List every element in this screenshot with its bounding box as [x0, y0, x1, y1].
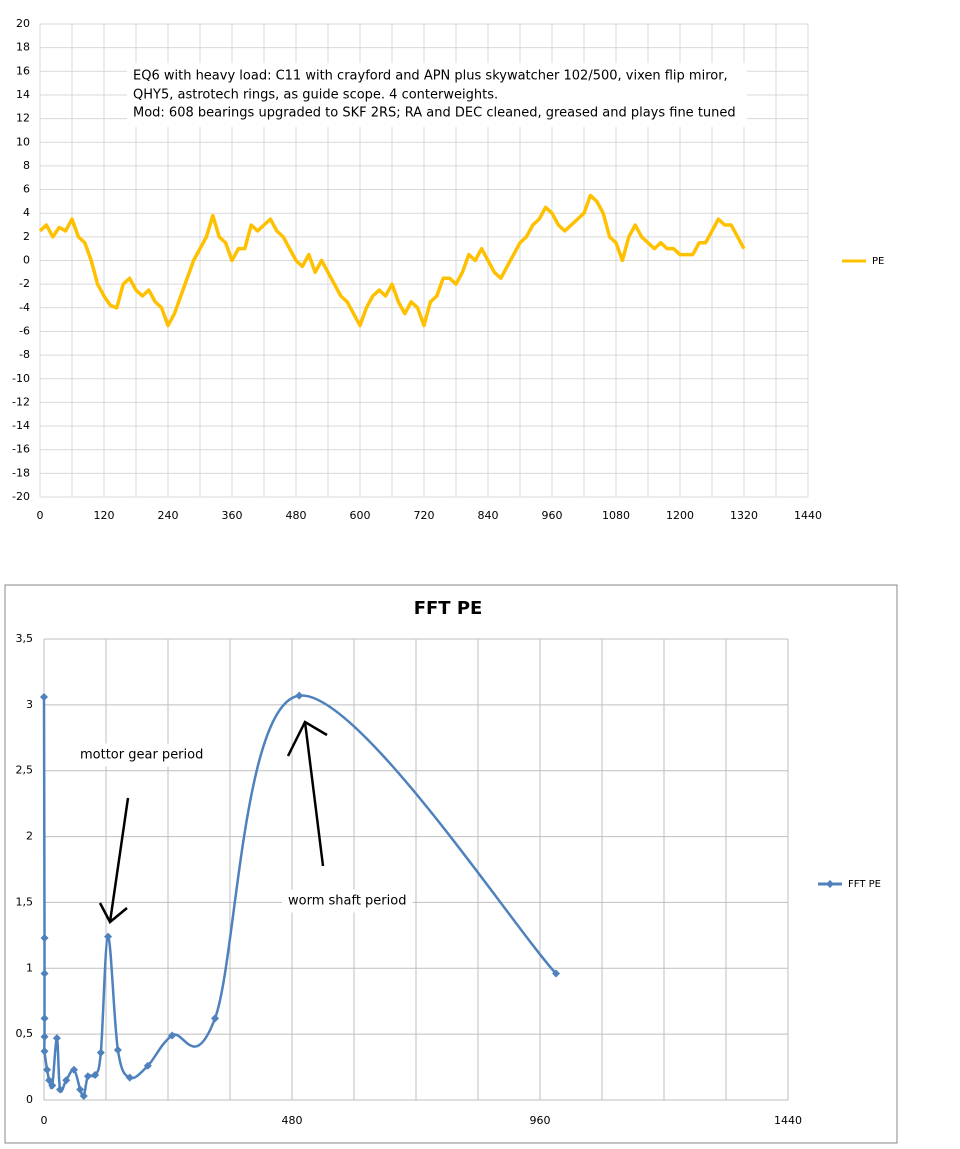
data-point — [83, 1072, 92, 1081]
y-tick-label: -2 — [19, 277, 30, 290]
annotation: EQ6 with heavy load: C11 with crayford a… — [133, 69, 728, 84]
arrow — [286, 720, 328, 757]
data-point — [168, 1031, 177, 1040]
y-tick-label: 0 — [23, 254, 30, 267]
x-tick-label: 480 — [282, 1114, 303, 1127]
annotation: Mod: 608 bearings upgraded to SKF 2RS; R… — [133, 106, 736, 121]
chart-title: FFT PE — [414, 598, 483, 619]
y-tick-label: -16 — [12, 443, 30, 456]
y-tick-label: -6 — [19, 324, 30, 337]
data-point — [56, 1085, 65, 1094]
annotation-box — [127, 63, 747, 127]
data-point — [79, 1092, 88, 1101]
annotation: mottor gear period — [80, 748, 203, 763]
y-tick-label: 2 — [23, 230, 30, 243]
y-tick-label: 18 — [16, 41, 30, 54]
y-tick-label: -12 — [12, 395, 30, 408]
data-point — [43, 1065, 52, 1074]
data-point — [113, 1045, 122, 1054]
legend-label: FFT PE — [848, 879, 881, 890]
data-point — [91, 1070, 100, 1079]
data-point — [104, 932, 113, 941]
x-tick-label: 720 — [414, 509, 435, 522]
arrow — [98, 902, 128, 924]
x-tick-label: 0 — [41, 1114, 48, 1127]
arrow — [303, 721, 325, 867]
annotation: worm shaft period — [288, 894, 406, 909]
data-point — [40, 1047, 49, 1056]
data-point — [40, 1032, 49, 1041]
y-tick-label: 3 — [26, 698, 33, 711]
data-point — [76, 1085, 85, 1094]
x-tick-label: 1320 — [730, 509, 758, 522]
x-tick-label: 960 — [542, 509, 563, 522]
annotation: QHY5, astrotech rings, as guide scope. 4… — [133, 88, 498, 103]
data-point — [295, 691, 304, 700]
y-tick-label: -4 — [19, 301, 30, 314]
chart-frame — [4, 584, 898, 1144]
series-line — [38, 193, 746, 328]
data-point — [45, 1076, 54, 1085]
data-point — [143, 1061, 152, 1070]
x-tick-label: 600 — [350, 509, 371, 522]
x-tick-label: 480 — [286, 509, 307, 522]
y-tick-label: -10 — [12, 372, 30, 385]
y-tick-label: 12 — [16, 112, 30, 125]
y-tick-label: 4 — [23, 206, 30, 219]
y-tick-label: 16 — [16, 64, 30, 77]
y-tick-label: -18 — [12, 466, 30, 479]
data-point — [211, 1014, 220, 1023]
y-tick-label: 20 — [16, 17, 30, 30]
data-point — [96, 1048, 105, 1057]
x-tick-label: 960 — [530, 1114, 551, 1127]
y-tick-label: 0 — [26, 1093, 33, 1106]
data-point — [552, 969, 561, 978]
y-tick-label: 2 — [26, 830, 33, 843]
data-point — [40, 1014, 49, 1023]
x-tick-label: 1440 — [774, 1114, 802, 1127]
y-tick-label: 1 — [26, 961, 33, 974]
data-point — [48, 1081, 57, 1090]
y-tick-label: 1,5 — [16, 895, 34, 908]
legend-marker — [826, 880, 834, 888]
x-tick-label: 240 — [158, 509, 179, 522]
y-tick-label: -14 — [12, 419, 30, 432]
y-tick-label: 14 — [16, 88, 30, 101]
x-tick-label: 840 — [478, 509, 499, 522]
x-tick-label: 1440 — [794, 509, 822, 522]
arrow — [108, 797, 130, 923]
annotation-box — [282, 889, 413, 913]
data-point — [40, 969, 49, 978]
annotation-box — [74, 743, 210, 767]
x-tick-label: 0 — [37, 509, 44, 522]
y-tick-label: 8 — [23, 159, 30, 172]
data-point — [40, 692, 48, 701]
y-tick-label: -8 — [19, 348, 30, 361]
y-tick-label: 2,5 — [16, 764, 34, 777]
x-tick-label: 120 — [94, 509, 115, 522]
y-tick-label: -20 — [12, 490, 30, 503]
legend-label: PE — [872, 256, 884, 267]
y-tick-label: 10 — [16, 135, 30, 148]
x-tick-label: 1200 — [666, 509, 694, 522]
data-point — [52, 1034, 61, 1043]
data-point — [40, 933, 49, 942]
y-tick-label: 0,5 — [16, 1027, 34, 1040]
x-tick-label: 1080 — [602, 509, 630, 522]
y-tick-label: 6 — [23, 183, 30, 196]
data-point — [62, 1076, 71, 1085]
data-point — [125, 1073, 134, 1082]
x-tick-label: 360 — [222, 509, 243, 522]
y-tick-label: 3,5 — [16, 632, 34, 645]
data-point — [69, 1065, 78, 1074]
